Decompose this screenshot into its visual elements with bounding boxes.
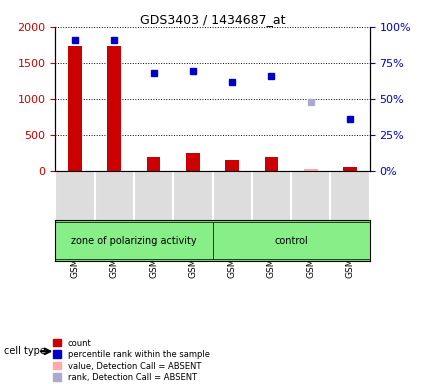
Bar bbox=[225, 160, 239, 171]
Bar bbox=[343, 167, 357, 171]
Bar bbox=[108, 46, 121, 171]
Text: control: control bbox=[274, 235, 308, 246]
Bar bbox=[265, 157, 278, 171]
FancyBboxPatch shape bbox=[212, 222, 370, 259]
Text: zone of polarizing activity: zone of polarizing activity bbox=[71, 235, 197, 246]
Bar bbox=[147, 157, 160, 171]
Bar bbox=[186, 153, 200, 171]
FancyBboxPatch shape bbox=[55, 222, 212, 259]
Legend: count, percentile rank within the sample, value, Detection Call = ABSENT, rank, : count, percentile rank within the sample… bbox=[51, 337, 211, 384]
Bar bbox=[304, 169, 317, 171]
Bar bbox=[68, 46, 82, 171]
Text: cell type: cell type bbox=[4, 346, 46, 356]
Title: GDS3403 / 1434687_at: GDS3403 / 1434687_at bbox=[140, 13, 285, 26]
